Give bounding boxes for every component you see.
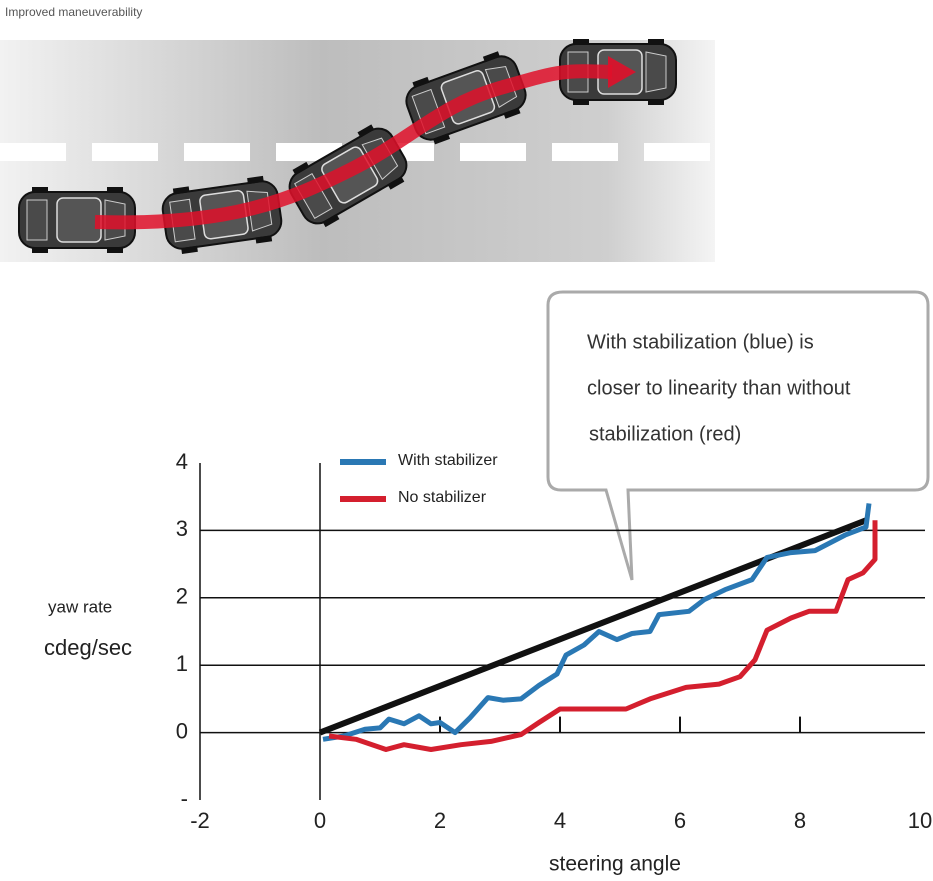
y-tick-label: - (181, 786, 188, 811)
x-tick-label: 2 (434, 808, 446, 833)
y-axis-label: cdeg/sec (44, 635, 132, 660)
y-tick-label: 0 (176, 718, 188, 743)
path-arrow (94, 64, 613, 230)
annotation: stabilization (red) (589, 423, 741, 445)
data-line (322, 503, 872, 742)
data-line (328, 520, 878, 752)
x-tick-label: 6 (674, 808, 686, 833)
y-tick-label: 3 (176, 516, 188, 541)
y-tick-label: 1 (176, 651, 188, 676)
y-tick-label: 4 (176, 449, 188, 474)
y-axis-label: yaw rate (48, 597, 112, 616)
x-tick-label: 0 (314, 808, 326, 833)
legend-label: No stabilizer (398, 489, 487, 506)
x-tick-label: -2 (190, 808, 210, 833)
arrow-head (608, 56, 636, 88)
callout: With stabilization (blue) is closer to l… (546, 290, 930, 581)
page-title: Improved maneuverability (5, 5, 142, 19)
annotation: With stabilization (blue) is (587, 331, 814, 353)
x-tick-label: 4 (554, 808, 566, 833)
x-tick-label: 8 (794, 808, 806, 833)
callout-box (546, 290, 930, 581)
x-tick-label: 10 (908, 808, 932, 833)
road-illustration (0, 38, 715, 262)
legend-label: With stabilizer (398, 452, 498, 469)
annotation: closer to linearity than without (587, 377, 851, 399)
x-axis-label: steering angle (549, 853, 681, 876)
y-tick-label: 2 (176, 584, 188, 609)
